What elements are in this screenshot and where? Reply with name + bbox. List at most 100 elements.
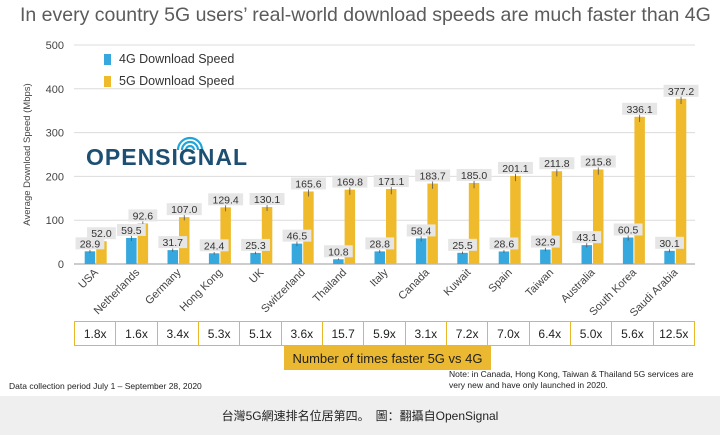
y-tick-label: 200 [46,171,64,183]
bar-5g [468,182,480,264]
chart-title: In every country 5G users’ real-world do… [20,4,711,26]
bar-4g [664,250,675,264]
bar-4g [581,245,592,264]
ratio-cell: 1.6x [116,322,158,345]
value-label-4g: 24.4 [204,240,225,252]
y-tick-label: 300 [46,128,64,140]
value-label-4g-bg [365,237,395,250]
ratio-cell: 3.1x [406,322,447,345]
value-label-5g-bg [166,203,202,216]
y-tick-label: 400 [46,84,64,96]
x-tick-label: Thailand [311,267,349,305]
value-label-4g: 25.5 [452,240,473,252]
value-label-5g-bg [456,168,492,181]
x-tick-label: Italy [368,266,391,289]
value-label-5g: 129.4 [213,194,239,206]
value-label-4g: 28.9 [80,238,101,250]
bar-4g [84,251,96,264]
value-label-4g: 32.9 [535,237,556,249]
chart-legend: 4G Download Speed 5G Download Speed [104,48,234,92]
value-label-4g: 60.5 [618,225,639,237]
ratio-table: 1.8x 1.6x 3.4x 5.3x 5.1x 3.6x 15.7 5.9x 3.1x 7.2x… [74,321,695,346]
x-tick-label: Canada [396,266,432,302]
ratio-cell: 3.6x [282,322,323,345]
value-label-4g: 10.8 [328,246,349,258]
ratio-cell: 7.0x [488,322,530,345]
bar-4g [498,251,510,264]
bar-5g [137,223,149,264]
ratio-cell: 7.2x [447,322,489,345]
value-label-4g: 58.4 [411,225,432,237]
value-label-5g-bg [208,193,244,206]
value-label-4g-bg [282,229,312,242]
value-label-4g: 28.8 [370,238,391,250]
bar-4g [415,238,427,264]
launch-note: Note: in Canada, Hong Kong, Taiwan & Tha… [449,369,694,390]
value-label-4g-bg [199,239,229,252]
value-label-4g: 43.1 [577,232,598,244]
value-label-4g-bg [448,238,477,251]
value-label-5g-bg [539,157,575,170]
x-tick-label: Australia [559,266,598,305]
value-label-5g: 165.6 [295,178,321,190]
bar-5g [220,207,231,264]
bar-5g [386,189,397,264]
bar-4g [540,249,551,264]
bar-4g [457,252,468,264]
legend-swatch-4g [104,53,111,65]
value-label-4g-bg [241,238,270,251]
value-label-5g: 169.8 [337,177,363,189]
bar-5g [427,183,438,264]
ratio-cell: 5.1x [240,322,282,345]
bar-5g [551,171,563,264]
value-label-4g: 31.7 [163,237,184,249]
legend-label-5g: 5G Download Speed [119,74,235,88]
x-tick-label: Taiwan [524,267,557,300]
value-label-4g: 28.6 [494,238,515,250]
value-label-4g-bg [530,235,560,248]
bar-5g [96,241,107,264]
ratio-cell: 5.6x [612,322,654,345]
bar-5g [510,175,521,264]
bar-5g [261,207,273,264]
bar-5g [593,169,604,264]
signal-icon [176,136,204,151]
value-label-4g: 46.5 [287,231,308,243]
ratio-cell: 5.9x [364,322,406,345]
value-label-5g: 130.1 [254,194,280,206]
x-tick-label: Germany [143,266,184,307]
bar-5g [303,191,314,264]
value-label-5g: 107.0 [171,204,197,216]
legend-item-4g: 4G Download Speed [104,48,234,70]
value-label-5g-bg [497,161,533,174]
ratio-cell: 15.7 [323,322,365,345]
ratio-caption: Number of times faster 5G vs 4G [284,346,491,370]
value-label-5g: 171.1 [378,176,404,188]
value-label-5g-bg [580,155,616,168]
value-label-4g-bg [158,236,188,249]
value-label-5g-bg [332,175,368,188]
x-tick-label: UK [247,266,267,286]
x-tick-label: Hong Kong [178,267,225,314]
ratio-cell: 6.4x [530,322,571,345]
bar-chart: 0 100 200 300 400 500 Average Download Speed (… [22,40,699,319]
data-period-note: Data collection period July 1 – Septembe… [9,381,202,391]
x-tick-label: Spain [486,267,514,295]
value-label-5g: 183.7 [420,171,446,183]
value-label-5g: 92.6 [133,210,154,222]
bar-4g [291,243,303,264]
ratio-cell: 5.3x [199,322,241,345]
ratio-cell: 1.8x [75,322,117,345]
bar-5g [344,189,356,264]
ratio-cell: 5.0x [571,322,613,345]
value-label-5g: 52.0 [91,228,112,240]
x-tick-label: Switzerland [259,267,308,316]
bar-4g [208,253,220,264]
ratio-cell: 12.5x [659,326,689,341]
value-label-4g-bg [655,236,684,249]
ratio-cell: 3.4x [158,322,199,345]
bar-4g [126,237,137,264]
bar-5g [634,116,645,264]
value-label-5g: 185.0 [461,170,487,182]
value-label-5g-bg [249,193,285,206]
